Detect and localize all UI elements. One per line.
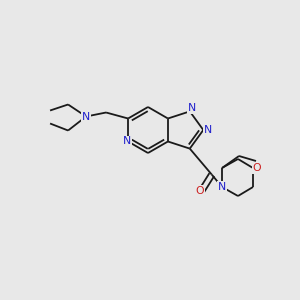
- Text: N: N: [82, 112, 90, 122]
- Text: N: N: [123, 136, 131, 146]
- Text: N: N: [218, 182, 226, 192]
- Text: O: O: [253, 163, 261, 173]
- Text: N: N: [188, 103, 196, 113]
- Text: N: N: [204, 125, 212, 135]
- Text: O: O: [196, 186, 204, 196]
